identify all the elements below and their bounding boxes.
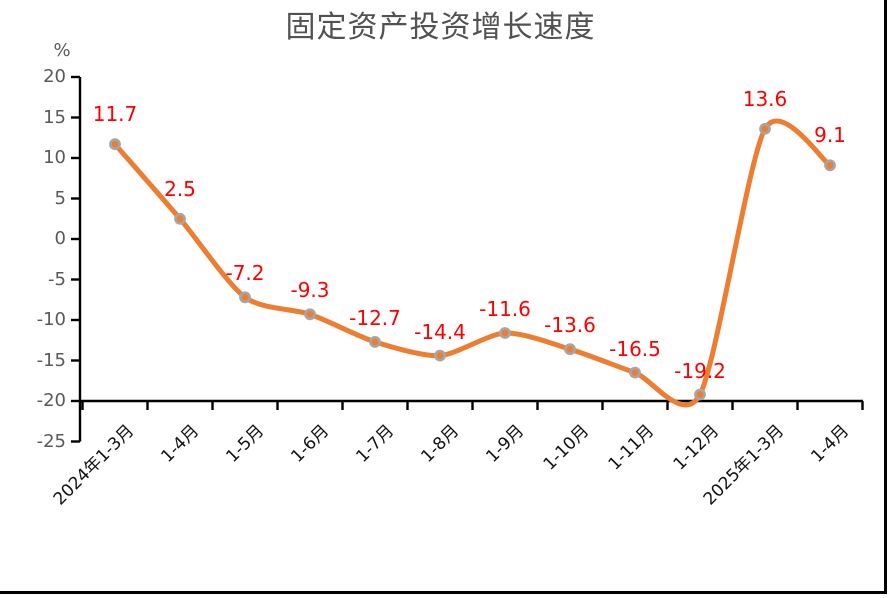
data-point-marker: [564, 343, 576, 356]
data-point-label: -16.5: [609, 336, 661, 361]
y-tick-label: 5: [54, 187, 66, 209]
data-point-label: -9.3: [290, 278, 330, 303]
frame-border-right: [884, 0, 887, 593]
y-tick-label: -10: [36, 309, 66, 330]
data-point-marker: [174, 212, 186, 225]
data-point-label: -11.6: [479, 296, 531, 321]
data-point-label: 9.1: [814, 123, 846, 148]
data-point-marker: [109, 138, 121, 151]
data-point-label: 11.7: [92, 102, 138, 127]
data-point-label: 2.5: [164, 176, 196, 201]
data-point-label: -7.2: [225, 261, 265, 286]
data-point-marker: [694, 388, 706, 401]
y-tick-label: -15: [36, 349, 66, 371]
data-point-label: -19.2: [674, 358, 726, 383]
data-point-marker: [369, 335, 381, 348]
data-point-label: -13.6: [544, 313, 596, 338]
y-tick-label: -5: [48, 268, 66, 290]
y-tick-label: -25: [36, 430, 66, 452]
data-point-marker: [759, 122, 771, 135]
data-point-label: 13.6: [742, 86, 788, 111]
data-point-marker: [499, 327, 511, 339]
y-axis-unit-label: %: [53, 40, 71, 61]
y-tick-label: -20: [36, 390, 66, 411]
data-point-marker: [434, 349, 446, 362]
y-tick-label: 20: [43, 66, 66, 87]
data-point-label: -12.7: [349, 305, 401, 330]
data-point-marker: [629, 366, 641, 379]
chart-title: 固定资产投资增长速度: [285, 10, 596, 45]
y-tick-label: 10: [43, 147, 66, 168]
data-point-marker: [239, 291, 251, 304]
data-point-label: -14.4: [414, 319, 466, 344]
y-tick-label: 15: [43, 106, 66, 128]
data-point-marker: [304, 308, 316, 321]
data-point-marker: [824, 159, 836, 172]
y-tick-label: 0: [54, 228, 66, 249]
frame-border-bottom: [0, 591, 887, 594]
